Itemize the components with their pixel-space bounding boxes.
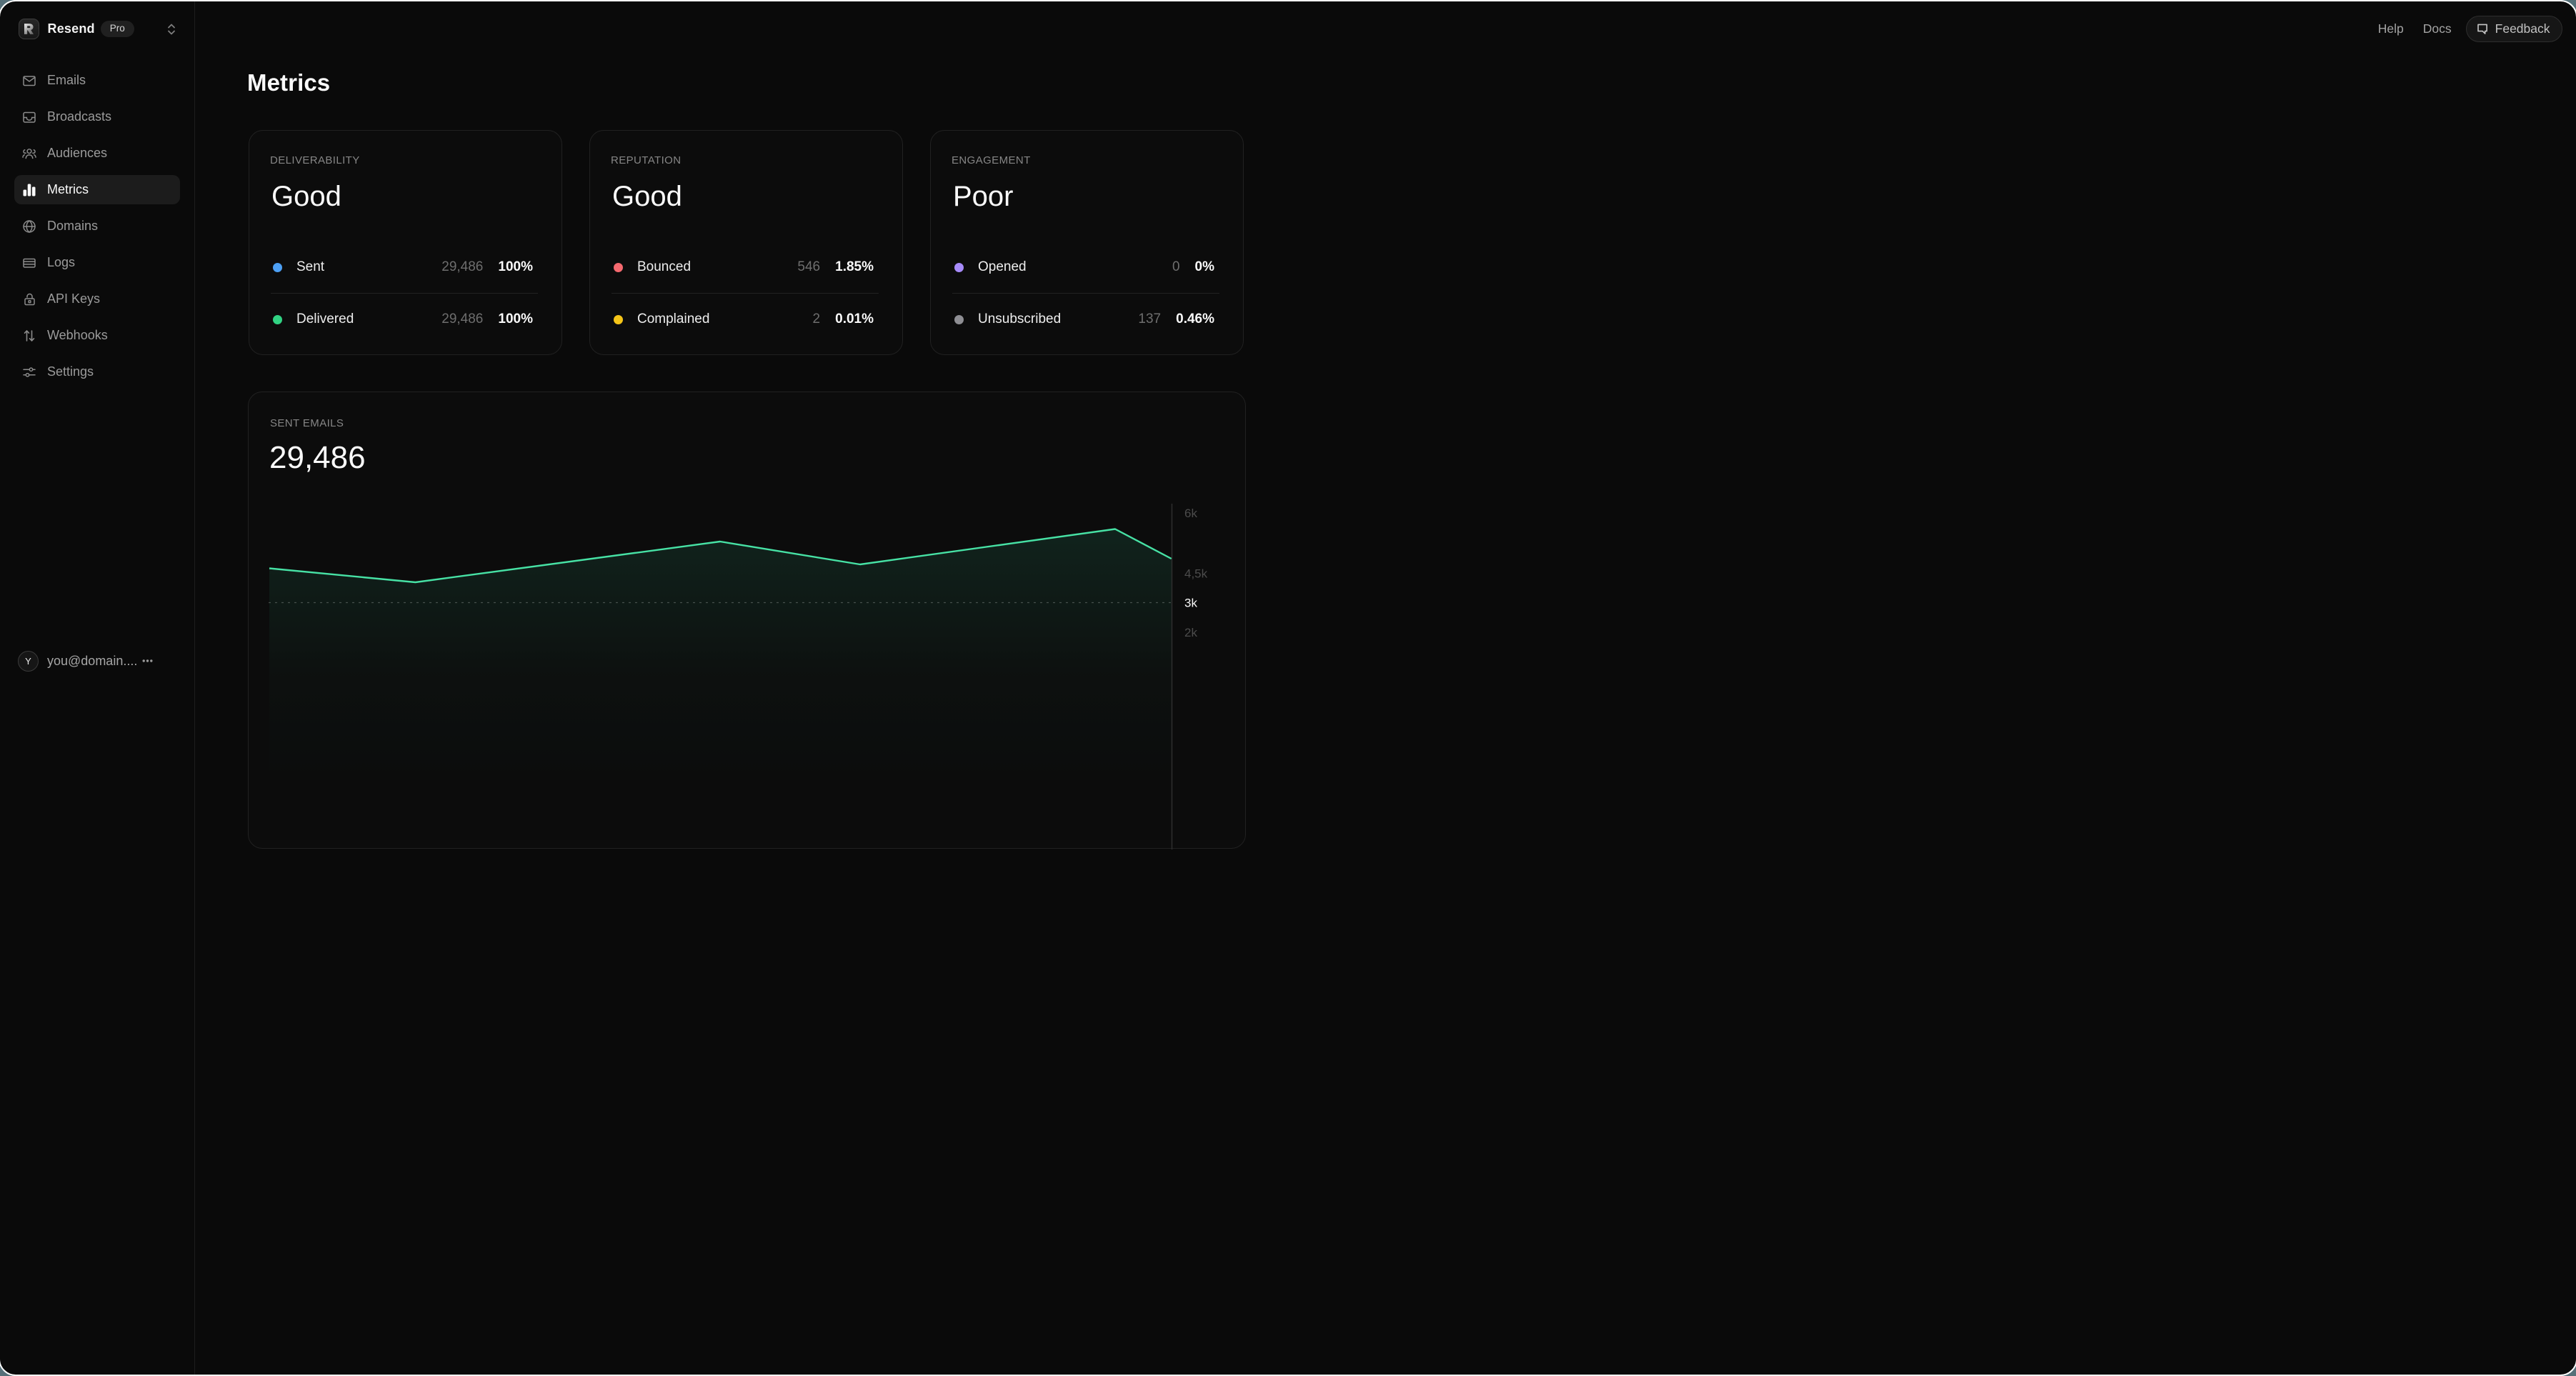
- svg-text:4,5k: 4,5k: [1184, 567, 1208, 580]
- svg-text:3k: 3k: [1184, 596, 1197, 609]
- svg-text:2k: 2k: [1184, 626, 1197, 639]
- svg-text:6k: 6k: [1184, 507, 1197, 520]
